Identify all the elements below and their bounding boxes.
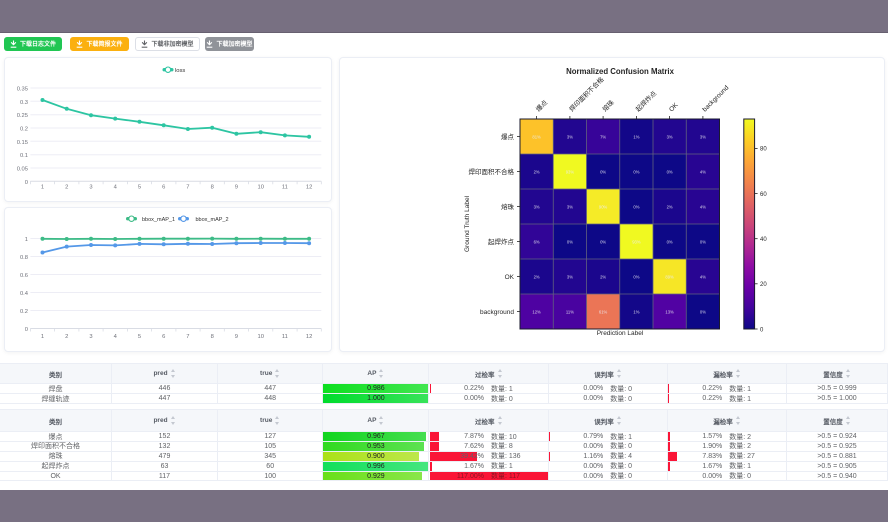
svg-text:OK: OK [668,101,680,113]
svg-text:3%: 3% [700,134,706,139]
svg-text:7: 7 [186,334,189,340]
svg-text:1%: 1% [633,134,639,139]
svg-text:0: 0 [25,180,28,186]
svg-text:81%: 81% [532,134,541,139]
svg-text:6: 6 [162,334,165,340]
svg-text:0%: 0% [700,309,706,314]
svg-text:0.35: 0.35 [17,87,28,93]
svg-text:3%: 3% [567,274,573,279]
svg-text:40: 40 [760,237,767,243]
svg-text:4: 4 [114,185,118,191]
svg-text:2: 2 [65,185,68,191]
svg-text:1%: 1% [633,309,639,314]
svg-text:2%: 2% [667,204,673,209]
svg-text:2%: 2% [600,274,606,279]
svg-text:熔珠: 熔珠 [501,202,515,211]
svg-text:9: 9 [235,185,238,191]
svg-text:0.05: 0.05 [17,167,28,173]
svg-text:0: 0 [25,327,28,333]
svg-text:0%: 0% [633,204,639,209]
svg-text:10: 10 [257,185,263,191]
svg-text:11%: 11% [566,309,574,314]
svg-text:4%: 4% [700,274,706,279]
svg-text:90%: 90% [599,204,608,209]
svg-text:12: 12 [306,334,312,340]
svg-text:bbox_mAP_1: bbox_mAP_1 [142,217,175,223]
svg-text:0.4: 0.4 [20,291,29,297]
svg-text:2: 2 [65,334,68,340]
svg-text:0%: 0% [700,239,706,244]
svg-text:爆点: 爆点 [501,132,515,141]
svg-text:0%: 0% [667,169,673,174]
svg-text:熔珠: 熔珠 [600,98,616,114]
svg-text:bbox_mAP_2: bbox_mAP_2 [196,217,229,223]
svg-text:7: 7 [186,185,189,191]
svg-text:1: 1 [25,237,28,243]
svg-text:60: 60 [760,192,767,198]
svg-text:0%: 0% [633,169,639,174]
svg-text:起焊炸点: 起焊炸点 [488,237,515,246]
svg-text:5: 5 [138,334,141,340]
svg-text:0.6: 0.6 [20,273,28,279]
svg-text:7%: 7% [600,134,606,139]
svg-text:20: 20 [760,282,767,288]
svg-text:0.3: 0.3 [20,100,28,106]
svg-text:9: 9 [235,334,238,340]
svg-text:4%: 4% [700,204,706,209]
svg-text:2%: 2% [534,169,540,174]
svg-text:61%: 61% [599,309,608,314]
svg-text:89%: 89% [665,274,674,279]
svg-text:0%: 0% [600,239,606,244]
svg-text:0%: 0% [567,239,573,244]
svg-text:0.8: 0.8 [20,255,28,261]
svg-text:loss: loss [175,68,185,74]
svg-text:background: background [480,309,514,316]
svg-text:1: 1 [41,185,44,191]
svg-text:Normalized Confusion Matrix: Normalized Confusion Matrix [566,67,675,76]
svg-text:0%: 0% [633,274,639,279]
svg-text:0%: 0% [600,169,606,174]
svg-text:Ground Truth Label: Ground Truth Label [464,195,471,252]
svg-text:3%: 3% [567,134,573,139]
svg-text:0.1: 0.1 [20,153,28,159]
svg-text:1: 1 [41,334,44,340]
svg-text:3: 3 [89,334,92,340]
svg-text:10: 10 [257,334,263,340]
svg-text:3%: 3% [567,204,573,209]
svg-text:13%: 13% [665,309,674,314]
svg-text:11: 11 [282,334,288,340]
svg-text:93%: 93% [566,169,575,174]
svg-text:6: 6 [162,185,165,191]
svg-text:12: 12 [306,185,312,191]
svg-text:background: background [701,84,730,113]
svg-text:5: 5 [138,185,141,191]
svg-text:起焊炸点: 起焊炸点 [633,88,658,113]
svg-text:12%: 12% [532,309,541,314]
svg-text:3: 3 [89,185,92,191]
svg-text:焊印面积不合格: 焊印面积不合格 [567,75,606,114]
svg-text:8: 8 [211,334,214,340]
svg-text:11: 11 [282,185,288,191]
svg-text:3%: 3% [534,204,540,209]
svg-text:80: 80 [760,147,767,153]
svg-text:2%: 2% [534,274,540,279]
svg-text:0.2: 0.2 [20,127,28,133]
svg-text:0: 0 [760,327,764,333]
svg-text:6%: 6% [534,239,540,244]
svg-text:4: 4 [114,334,118,340]
svg-text:焊印面积不合格: 焊印面积不合格 [469,167,515,176]
svg-text:8: 8 [211,185,214,191]
svg-text:OK: OK [505,274,515,281]
svg-text:4%: 4% [700,169,706,174]
svg-text:3%: 3% [667,134,673,139]
svg-text:0.15: 0.15 [17,140,28,146]
svg-text:0%: 0% [667,239,673,244]
svg-text:Prediction Label: Prediction Label [597,330,644,337]
svg-text:93%: 93% [632,239,641,244]
svg-text:爆点: 爆点 [534,98,550,114]
svg-text:0.25: 0.25 [17,113,28,119]
svg-text:0.2: 0.2 [20,309,28,315]
